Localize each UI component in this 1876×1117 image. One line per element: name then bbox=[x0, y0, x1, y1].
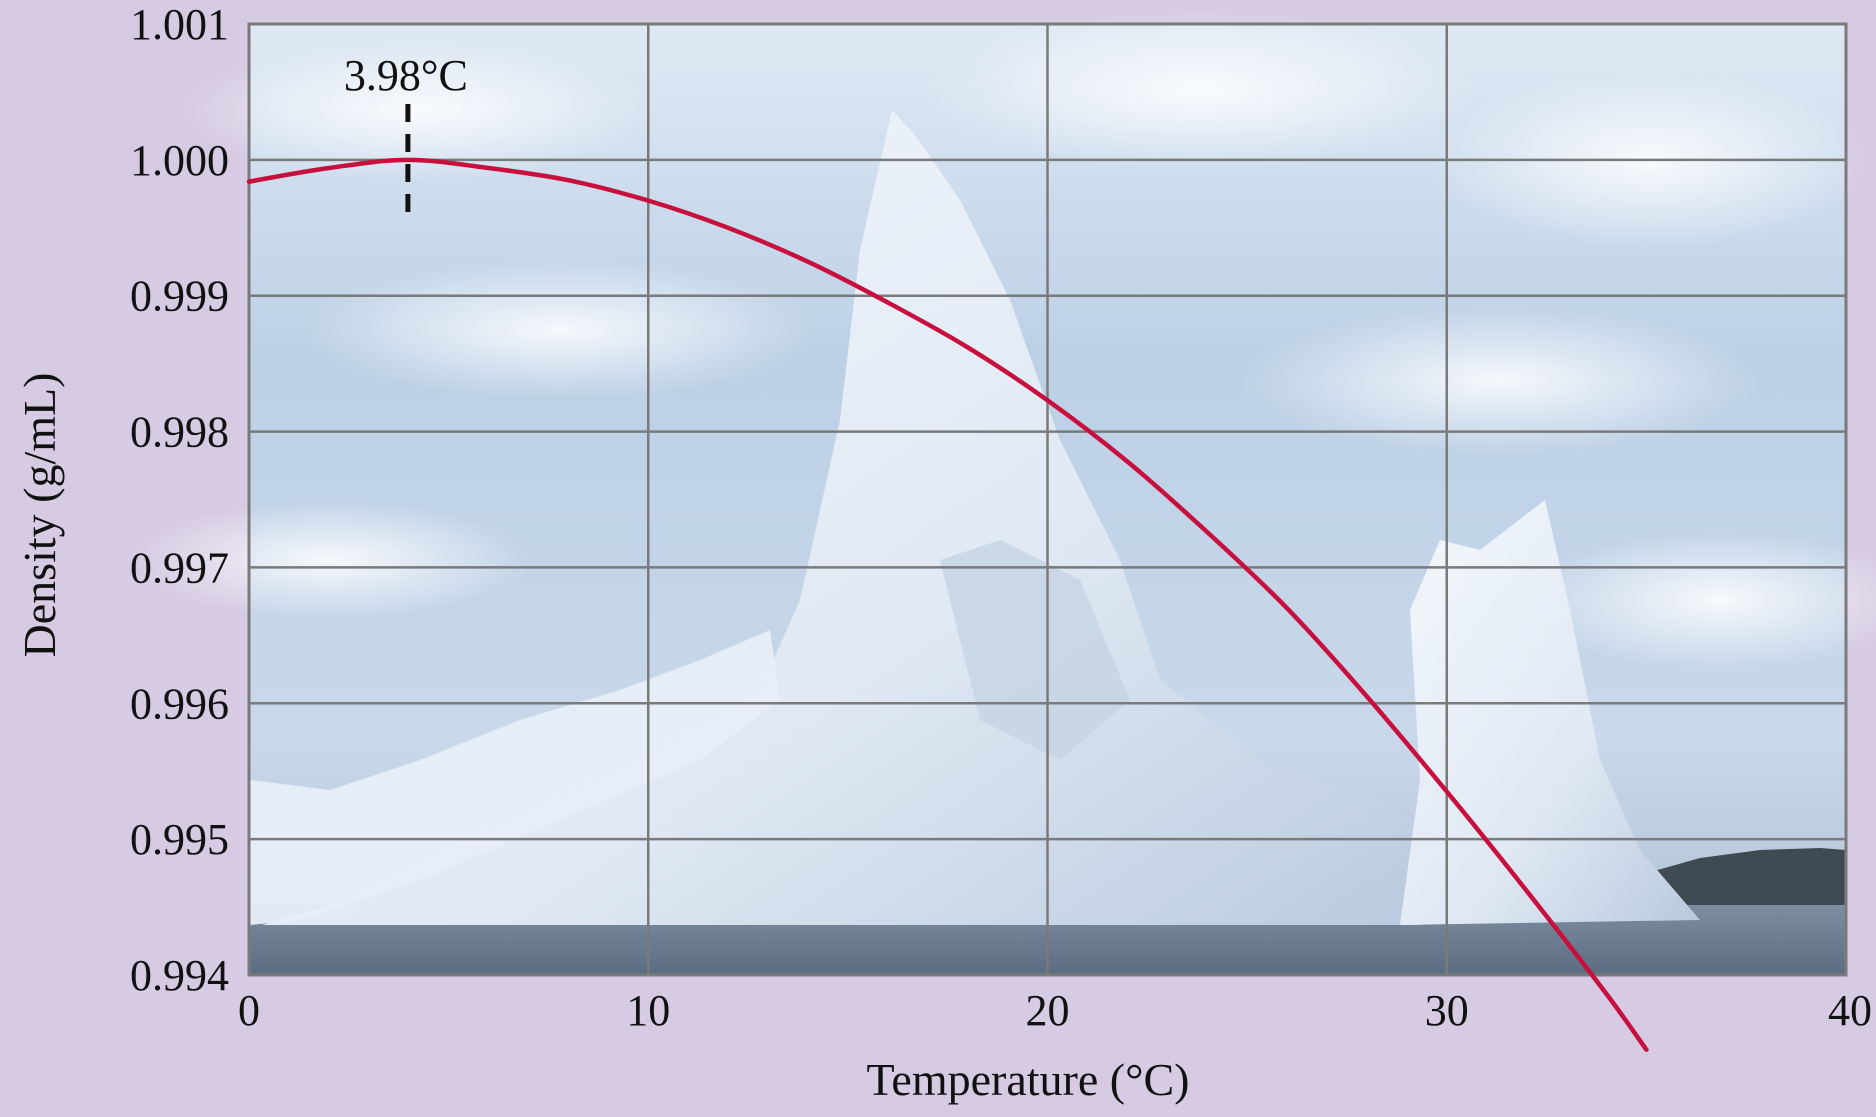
y-axis-ticks: 1.001 1.000 0.999 0.998 0.997 0.996 0.995 0.994 bbox=[130, 0, 229, 1000]
x-tick-label: 20 bbox=[1026, 986, 1070, 1035]
x-tick-label: 0 bbox=[238, 986, 260, 1035]
plot-frame bbox=[247, 22, 1848, 977]
y-tick-label: 0.996 bbox=[130, 679, 229, 728]
x-tick-label: 10 bbox=[626, 986, 670, 1035]
y-tick-label: 0.999 bbox=[130, 272, 229, 321]
iceberg-main bbox=[262, 110, 1470, 925]
y-tick-label: 0.994 bbox=[130, 951, 229, 1000]
iceberg-shadow bbox=[940, 540, 1130, 760]
x-axis-ticks: 0 10 20 30 40 bbox=[238, 986, 1872, 1035]
x-tick-label: 40 bbox=[1828, 986, 1872, 1035]
y-tick-label: 0.998 bbox=[130, 408, 229, 457]
y-tick-label: 0.997 bbox=[130, 543, 229, 592]
y-tick-label: 1.000 bbox=[130, 136, 229, 185]
max-density-label: 3.98°C bbox=[344, 51, 468, 100]
annotations: 3.98°C bbox=[344, 51, 468, 222]
iceberg-right bbox=[1400, 500, 1700, 925]
x-axis-label: Temperature (°C) bbox=[867, 1054, 1190, 1105]
data-marks bbox=[246, 157, 1649, 1052]
y-axis-label: Density (g/mL) bbox=[14, 373, 65, 658]
distant-hills bbox=[1640, 848, 1846, 905]
x-tick-label: 30 bbox=[1425, 986, 1469, 1035]
y-tick-label: 1.001 bbox=[130, 0, 229, 49]
density-curve bbox=[246, 157, 1649, 1052]
clouds bbox=[130, 10, 1876, 670]
iceberg-photo-background bbox=[130, 10, 1876, 975]
y-tick-label: 0.995 bbox=[130, 815, 229, 864]
